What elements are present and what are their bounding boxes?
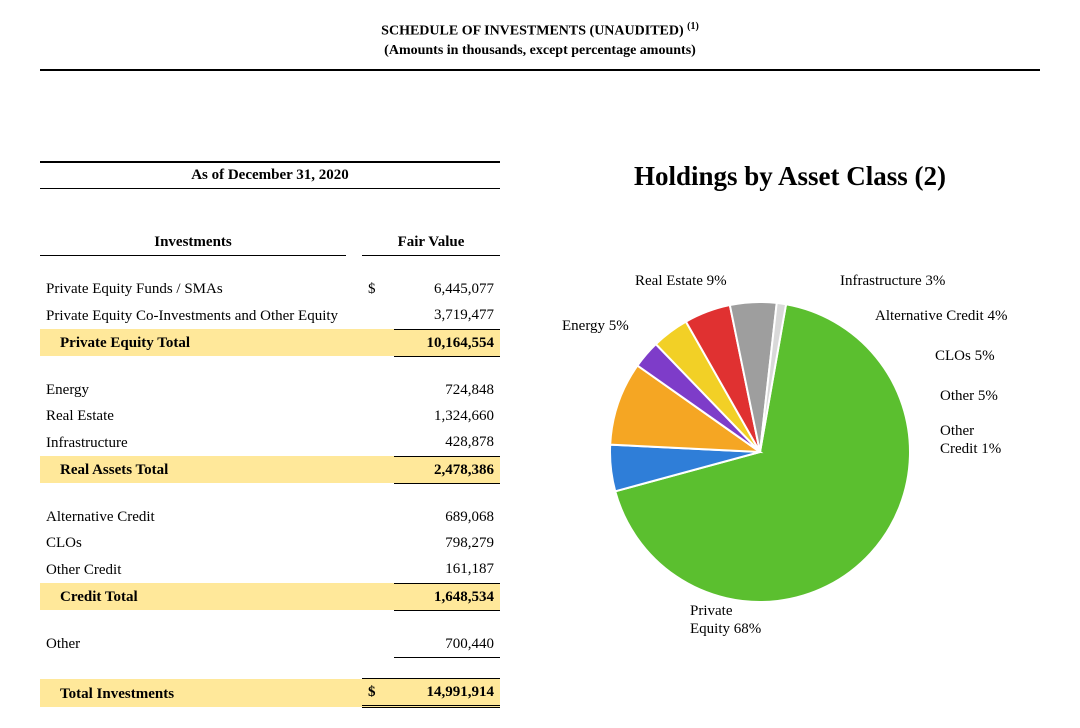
- row-credit-total: Credit Total 1,648,534: [40, 583, 500, 610]
- cell-value: 161,187: [394, 556, 500, 583]
- cell-value: 6,445,077: [394, 276, 500, 302]
- table-header-row: Investments Fair Value: [40, 229, 500, 256]
- cell-label: Private Equity Co-Investments and Other …: [40, 302, 346, 329]
- cell-label: Other: [40, 631, 346, 658]
- header-rule: [40, 69, 1040, 71]
- th-fair-value: Fair Value: [362, 229, 500, 256]
- currency-symbol: $: [362, 276, 394, 302]
- cell-label: CLOs: [40, 530, 346, 556]
- chart-panel: Holdings by Asset Class (2) PrivateEquit…: [540, 161, 1040, 709]
- cell-value: 689,068: [394, 504, 500, 530]
- row-real-estate: Real Estate 1,324,660: [40, 403, 500, 429]
- as-of-date: As of December 31, 2020: [40, 161, 500, 189]
- cell-value: 700,440: [394, 631, 500, 658]
- pie-label: PrivateEquity 68%: [690, 602, 761, 638]
- cell-label: Total Investments: [40, 679, 346, 707]
- cell-label: Real Estate: [40, 403, 346, 429]
- cell-label: Real Assets Total: [40, 456, 346, 483]
- row-ra-total: Real Assets Total 2,478,386: [40, 456, 500, 483]
- pie-label: Alternative Credit 4%: [875, 307, 1007, 325]
- cell-label: Credit Total: [40, 583, 346, 610]
- row-clos: CLOs 798,279: [40, 530, 500, 556]
- row-total-investments: Total Investments $ 14,991,914: [40, 679, 500, 707]
- cell-value: 798,279: [394, 530, 500, 556]
- cell-label: Private Equity Funds / SMAs: [40, 276, 346, 302]
- cell-label: Other Credit: [40, 556, 346, 583]
- cell-value: 428,878: [394, 429, 500, 456]
- cell-value: 1,648,534: [394, 583, 500, 610]
- cell-label: Alternative Credit: [40, 504, 346, 530]
- currency-symbol: $: [362, 679, 394, 707]
- row-energy: Energy 724,848: [40, 377, 500, 403]
- row-pe-total: Private Equity Total 10,164,554: [40, 329, 500, 356]
- pie-label: Infrastructure 3%: [840, 272, 945, 290]
- row-pe-funds: Private Equity Funds / SMAs $ 6,445,077: [40, 276, 500, 302]
- cell-value: 3,719,477: [394, 302, 500, 329]
- header-super: (1): [687, 21, 699, 32]
- report-header: SCHEDULE OF INVESTMENTS (UNAUDITED) (1) …: [40, 20, 1040, 61]
- pie-label: Energy 5%: [562, 317, 629, 335]
- cell-value: 10,164,554: [394, 329, 500, 356]
- pie-label: CLOs 5%: [935, 347, 995, 365]
- chart-title: Holdings by Asset Class (2): [540, 161, 1040, 192]
- investments-table: Investments Fair Value Private Equity Fu…: [40, 229, 500, 709]
- row-alt-credit: Alternative Credit 689,068: [40, 504, 500, 530]
- cell-label: Infrastructure: [40, 429, 346, 456]
- row-infra: Infrastructure 428,878: [40, 429, 500, 456]
- cell-label: Private Equity Total: [40, 329, 346, 356]
- cell-value: 2,478,386: [394, 456, 500, 483]
- header-line1: SCHEDULE OF INVESTMENTS (UNAUDITED): [381, 24, 683, 39]
- row-other: Other 700,440: [40, 631, 500, 658]
- investments-table-panel: As of December 31, 2020 Investments Fair…: [40, 161, 500, 709]
- th-investments: Investments: [40, 229, 346, 256]
- th-spacer: [346, 229, 362, 256]
- content-row: As of December 31, 2020 Investments Fair…: [40, 161, 1040, 709]
- pie-label: OtherCredit 1%: [940, 422, 1001, 458]
- row-pe-coinvest: Private Equity Co-Investments and Other …: [40, 302, 500, 329]
- pie-chart: PrivateEquity 68%Energy 5%Real Estate 9%…: [540, 212, 1040, 632]
- row-other-credit: Other Credit 161,187: [40, 556, 500, 583]
- cell-value: 14,991,914: [394, 679, 500, 707]
- pie-label: Real Estate 9%: [635, 272, 727, 290]
- cell-value: 1,324,660: [394, 403, 500, 429]
- cell-label: Energy: [40, 377, 346, 403]
- cell-value: 724,848: [394, 377, 500, 403]
- header-line2: (Amounts in thousands, except percentage…: [384, 43, 696, 58]
- pie-label: Other 5%: [940, 387, 998, 405]
